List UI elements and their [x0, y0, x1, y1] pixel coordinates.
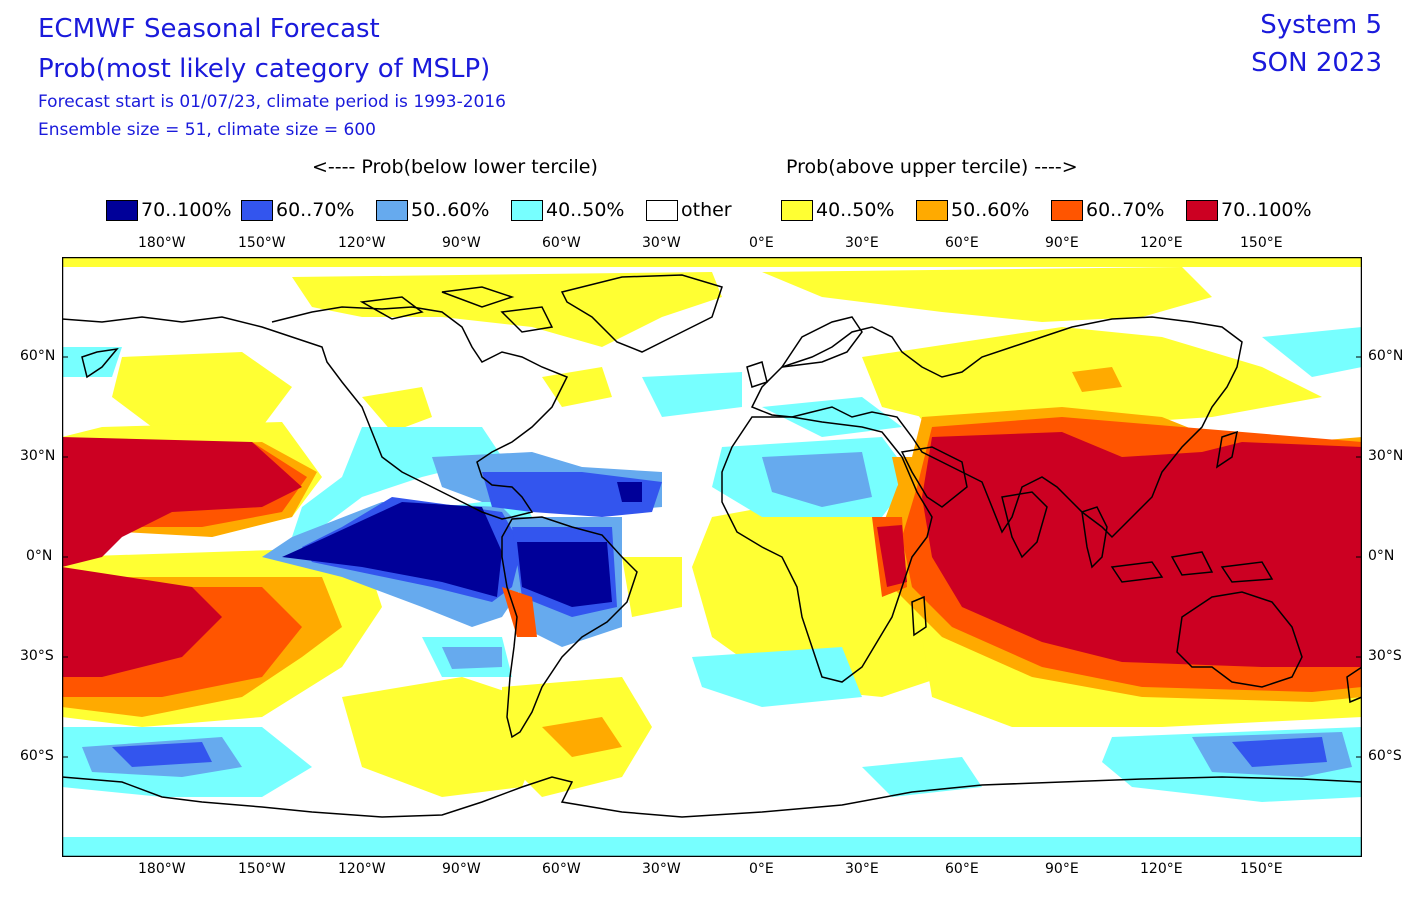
ensemble-info: Ensemble size = 51, climate size = 600: [38, 120, 376, 140]
lon-label: 180°W: [138, 235, 186, 251]
lat-label: 30°S: [20, 648, 54, 664]
lon-label: 30°W: [642, 235, 681, 251]
map-title: ECMWF Seasonal Forecast: [38, 14, 380, 44]
lat-label: 30°N: [1368, 448, 1404, 464]
lon-label: 30°E: [845, 861, 879, 877]
lon-label: 150°E: [1240, 235, 1283, 251]
lat-label: 0°N: [26, 548, 53, 564]
lon-label: 30°W: [642, 861, 681, 877]
legend-item: other: [646, 199, 732, 221]
legend-label: 60..70%: [276, 199, 355, 221]
legend-swatch: [1051, 199, 1083, 221]
lon-label: 90°W: [442, 235, 481, 251]
legend-swatch: [646, 199, 678, 221]
legend-item: 60..70%: [1051, 199, 1165, 221]
lon-label: 60°E: [945, 861, 979, 877]
legend-label: 40..50%: [816, 199, 895, 221]
legend-label: 40..50%: [546, 199, 625, 221]
lon-label: 30°E: [845, 235, 879, 251]
lon-label: 150°W: [238, 861, 286, 877]
legend-label: 70..100%: [1221, 199, 1312, 221]
prob-above-70-100: [62, 432, 1362, 677]
lon-label: 120°E: [1140, 235, 1183, 251]
lat-label: 60°S: [20, 748, 54, 764]
legend-label: other: [681, 199, 732, 221]
lat-label: 30°N: [20, 448, 56, 464]
below-tercile-caption: <---- Prob(below lower tercile): [312, 156, 598, 178]
lon-label: 0°E: [749, 235, 774, 251]
lon-label: 90°E: [1045, 235, 1079, 251]
above-tercile-caption: Prob(above upper tercile) ---->: [786, 156, 1078, 178]
season-label: SON 2023: [1251, 48, 1382, 78]
lat-label: 60°N: [20, 348, 56, 364]
coastlines: [62, 274, 1362, 818]
forecast-start-info: Forecast start is 01/07/23, climate peri…: [38, 92, 506, 112]
lon-label: 150°E: [1240, 861, 1283, 877]
lon-label: 120°W: [338, 235, 386, 251]
lon-label: 90°W: [442, 861, 481, 877]
lon-label: 120°E: [1140, 861, 1183, 877]
forecast-map: [62, 257, 1362, 857]
system-label: System 5: [1260, 10, 1382, 40]
legend-swatch: [781, 199, 813, 221]
legend-label: 70..100%: [141, 199, 232, 221]
legend-swatch: [376, 199, 408, 221]
lon-label: 60°W: [542, 235, 581, 251]
lon-label: 120°W: [338, 861, 386, 877]
legend-item: 70..100%: [106, 199, 232, 221]
lat-label: 0°N: [1368, 548, 1395, 564]
legend-swatch: [1186, 199, 1218, 221]
map-subtitle: Prob(most likely category of MSLP): [38, 54, 491, 84]
lat-label: 30°S: [1368, 648, 1402, 664]
lon-label: 60°W: [542, 861, 581, 877]
lon-label: 60°E: [945, 235, 979, 251]
legend-swatch: [511, 199, 543, 221]
lon-label: 90°E: [1045, 861, 1079, 877]
map-frame: [62, 257, 1362, 857]
legend-item: 60..70%: [241, 199, 355, 221]
legend-item: 40..50%: [781, 199, 895, 221]
legend-swatch: [916, 199, 948, 221]
legend-label: 50..60%: [411, 199, 490, 221]
legend-item: 40..50%: [511, 199, 625, 221]
legend-item: 50..60%: [916, 199, 1030, 221]
lat-label: 60°S: [1368, 748, 1402, 764]
prob-below-70-100: [282, 482, 642, 607]
lon-label: 150°W: [238, 235, 286, 251]
lat-label: 60°N: [1368, 348, 1404, 364]
lon-label: 180°W: [138, 861, 186, 877]
legend-label: 60..70%: [1086, 199, 1165, 221]
lon-label: 0°E: [749, 861, 774, 877]
legend-swatch: [241, 199, 273, 221]
legend-swatch: [106, 199, 138, 221]
legend-item: 70..100%: [1186, 199, 1312, 221]
map-ticks: [62, 356, 1362, 758]
legend-label: 50..60%: [951, 199, 1030, 221]
legend-item: 50..60%: [376, 199, 490, 221]
